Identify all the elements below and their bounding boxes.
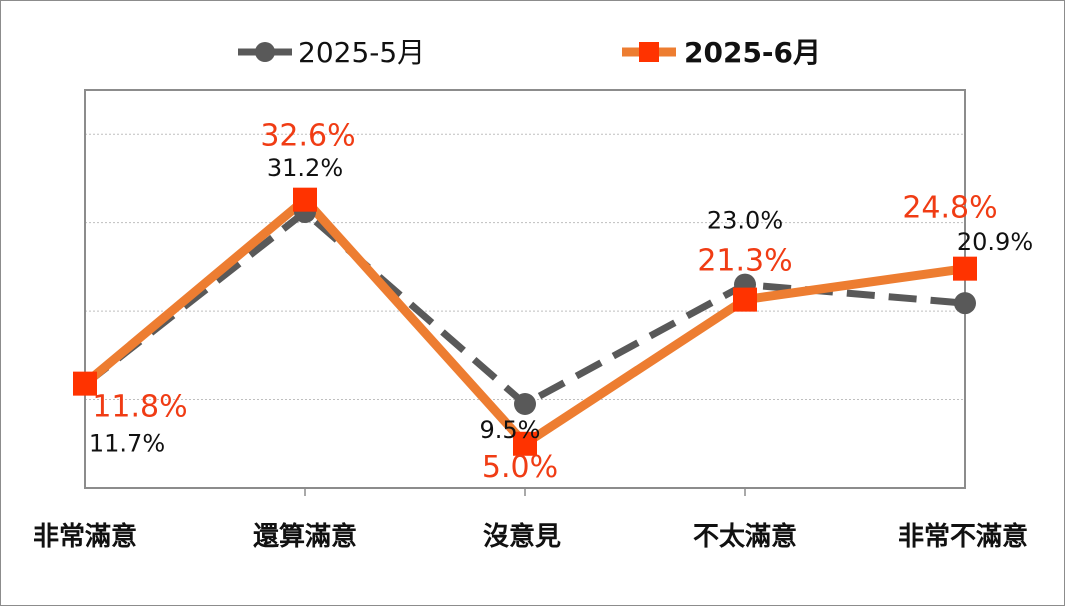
category-label: 沒意見 [483,521,561,552]
x-axis-categories: 非常滿意 還算滿意 沒意見 不太滿意 非常不滿意 [33,521,1028,552]
series-markers [73,187,977,456]
series-line-2025-05 [82,208,966,408]
point-2025-06 [513,431,537,456]
data-label-2025-06: 24.8% [902,191,997,226]
x-axis-ticks [304,488,746,496]
point-2025-06 [953,256,977,281]
point-2025-06 [73,371,97,396]
data-label-2025-06: 11.8% [92,390,187,425]
category-label: 還算滿意 [253,521,357,552]
point-2025-06 [293,187,317,212]
legend-label-2025-05: 2025-5月 [298,36,425,69]
data-label-2025-06: 21.3% [697,244,792,279]
point-2025-05 [514,392,536,415]
grid-lines [85,133,965,401]
point-2025-06 [733,287,757,312]
data-label-2025-05: 20.9% [957,228,1033,256]
data-label-2025-05: 23.0% [707,207,783,235]
data-label-2025-05: 9.5% [480,416,541,444]
legend: 2025-5月 2025-6月 [238,36,821,69]
data-label-2025-05: 31.2% [267,154,343,182]
data-label-2025-06: 32.6% [260,119,355,154]
category-label: 不太滿意 [693,521,797,552]
point-2025-05 [954,292,976,315]
category-label: 非常不滿意 [898,521,1028,552]
category-label: 非常滿意 [33,521,137,552]
data-label-2025-06: 5.0% [482,450,558,485]
legend-marker-2025-05 [255,42,275,62]
data-labels: 11.7% 31.2% 9.5% 23.0% 20.9% 11.8% 32.6% 5.0% 21… [89,119,1033,485]
legend-label-2025-06: 2025-6月 [684,36,821,69]
data-label-2025-05: 11.7% [89,430,165,458]
legend-marker-2025-06 [639,42,659,62]
